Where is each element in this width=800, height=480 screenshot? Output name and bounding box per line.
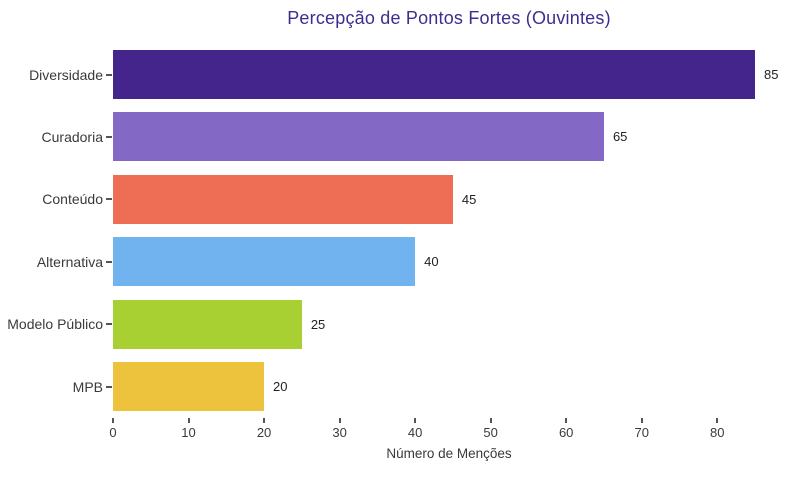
x-tick [565,418,568,423]
x-axis-label: Número de Menções [386,446,512,461]
value-label: 85 [764,67,779,82]
x-tick-label: 60 [558,425,574,440]
y-tick [106,323,112,326]
value-label: 20 [273,379,288,394]
x-tick [187,418,190,423]
y-tick [106,260,112,263]
x-tick [263,418,266,423]
x-tick-label: 80 [710,425,725,440]
y-tick [106,198,112,201]
category-label: Modelo Público [7,316,103,333]
x-tick-label: 10 [181,425,196,440]
value-label: 40 [424,254,439,270]
x-tick [640,418,643,423]
category-label: Conteúdo [42,191,103,208]
y-tick [106,135,112,138]
bar [113,299,302,349]
bar [113,362,265,411]
y-tick [106,385,112,388]
category-label: Alternativa [36,253,103,270]
x-tick [414,418,417,423]
chart-title: Percepção de Pontos Fortes (Ouvintes) [287,8,611,28]
x-tick-label: 50 [483,425,498,440]
x-tick [489,418,492,423]
bar [113,112,604,162]
x-tick-label: 30 [332,425,347,440]
x-tick [716,418,719,423]
value-label: 25 [310,316,326,332]
value-label: 45 [461,191,477,207]
x-tick [338,418,341,423]
x-tick-label: 40 [407,425,423,440]
category-label: Diversidade [29,66,103,83]
category-label: MPB [72,378,103,395]
x-tick [112,418,114,423]
x-tick-label: 0 [109,425,117,440]
bar [113,50,755,99]
y-tick [106,73,112,76]
bar [113,237,416,287]
x-tick-label: 20 [256,425,272,440]
value-label: 65 [612,129,628,145]
bar [113,174,453,224]
category-label: Curadoria [41,128,103,145]
x-tick-label: 70 [634,425,649,440]
